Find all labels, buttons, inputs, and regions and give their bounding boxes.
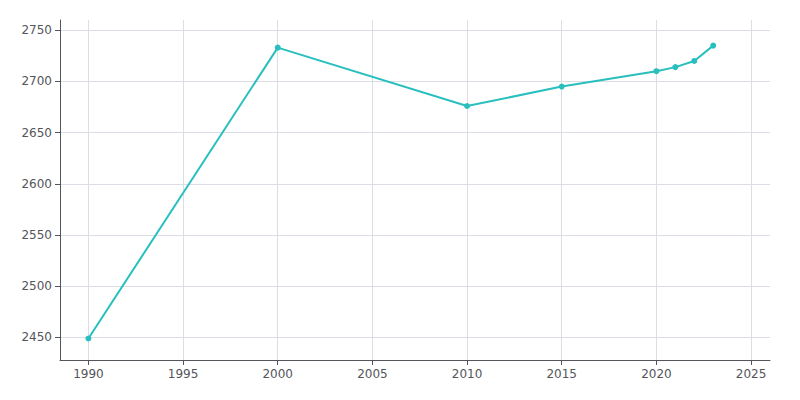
svg-text:2700: 2700 [21,74,52,88]
svg-text:2750: 2750 [21,23,52,37]
svg-text:2015: 2015 [546,367,577,381]
svg-text:2005: 2005 [357,367,388,381]
svg-text:2550: 2550 [21,228,52,242]
svg-text:2600: 2600 [21,177,52,191]
svg-text:1990: 1990 [73,367,104,381]
svg-text:2000: 2000 [262,367,293,381]
svg-text:2650: 2650 [21,126,52,140]
svg-text:2020: 2020 [641,367,672,381]
svg-text:2450: 2450 [21,330,52,344]
svg-text:2010: 2010 [452,367,483,381]
svg-text:1995: 1995 [168,367,199,381]
svg-text:2025: 2025 [736,367,767,381]
svg-text:2500: 2500 [21,279,52,293]
